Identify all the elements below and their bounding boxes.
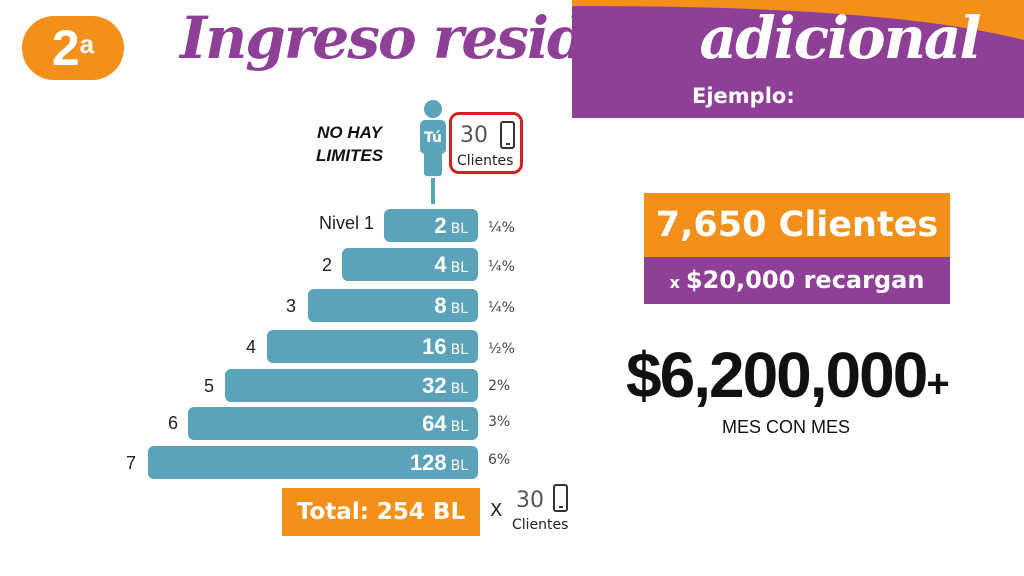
example-label: Ejemplo: bbox=[692, 84, 795, 108]
person-label: Tú bbox=[424, 130, 442, 146]
level-bar: 16 BL bbox=[267, 330, 478, 363]
level-percent: ½% bbox=[488, 341, 515, 357]
title-part-1: Ingreso residual bbox=[180, 4, 700, 72]
page-title: Ingreso residual adicional bbox=[180, 4, 982, 72]
period-label: MES CON MES bbox=[722, 417, 851, 437]
total-clients-label: Clientes bbox=[512, 517, 569, 533]
level-label: 3 bbox=[285, 296, 296, 316]
level-bar: 4 BL bbox=[342, 248, 478, 281]
level-bar: 64 BL bbox=[188, 407, 478, 440]
level-label: 7 bbox=[125, 453, 136, 473]
total-clients-count: 30 bbox=[516, 488, 544, 513]
level-bar: 32 BL bbox=[225, 369, 478, 402]
clients-total-box: 7,650 Clientes bbox=[644, 193, 950, 257]
level-bar: 128 BL bbox=[148, 446, 478, 479]
multiplier-sign: X bbox=[490, 500, 503, 521]
level-percent: 2% bbox=[488, 378, 511, 394]
phone-icon bbox=[500, 121, 515, 149]
level-percent: ¼% bbox=[488, 259, 515, 275]
start-clients-count: 30 bbox=[460, 123, 488, 148]
start-clients-label: Clientes bbox=[457, 153, 514, 169]
example-banner: Ejemplo: bbox=[572, 0, 1024, 118]
level-percent: ¼% bbox=[488, 300, 515, 316]
phone-icon bbox=[553, 484, 568, 512]
monthly-amount: $6,200,000+ bbox=[626, 339, 950, 411]
level-label: 2 bbox=[321, 255, 332, 275]
banner-shape bbox=[572, 0, 1024, 118]
level-label: 5 bbox=[203, 376, 214, 396]
recharge-box: x $20,000 recargan bbox=[644, 257, 950, 304]
level-bar: 2 BL bbox=[384, 209, 478, 242]
level-percent: 3% bbox=[488, 414, 511, 430]
no-limits-line-1: NO HAY bbox=[317, 123, 382, 142]
level-label: 4 bbox=[245, 337, 256, 357]
level-percent: ¼% bbox=[488, 220, 515, 236]
level-bar: 8 BL bbox=[308, 289, 478, 322]
level-label: 6 bbox=[167, 413, 178, 433]
no-limits-text: NO HAY LIMITES bbox=[316, 121, 383, 167]
step-badge: 2a bbox=[22, 16, 124, 80]
person-icon: Tú bbox=[418, 100, 448, 204]
level-label: Nivel 1 bbox=[318, 213, 374, 233]
total-box: Total: 254 BL bbox=[282, 488, 480, 536]
no-limits-line-2: LIMITES bbox=[316, 146, 384, 165]
level-percent: 6% bbox=[488, 452, 511, 468]
start-clients-box: 30 Clientes bbox=[449, 112, 523, 174]
title-part-2: adicional bbox=[699, 4, 982, 72]
